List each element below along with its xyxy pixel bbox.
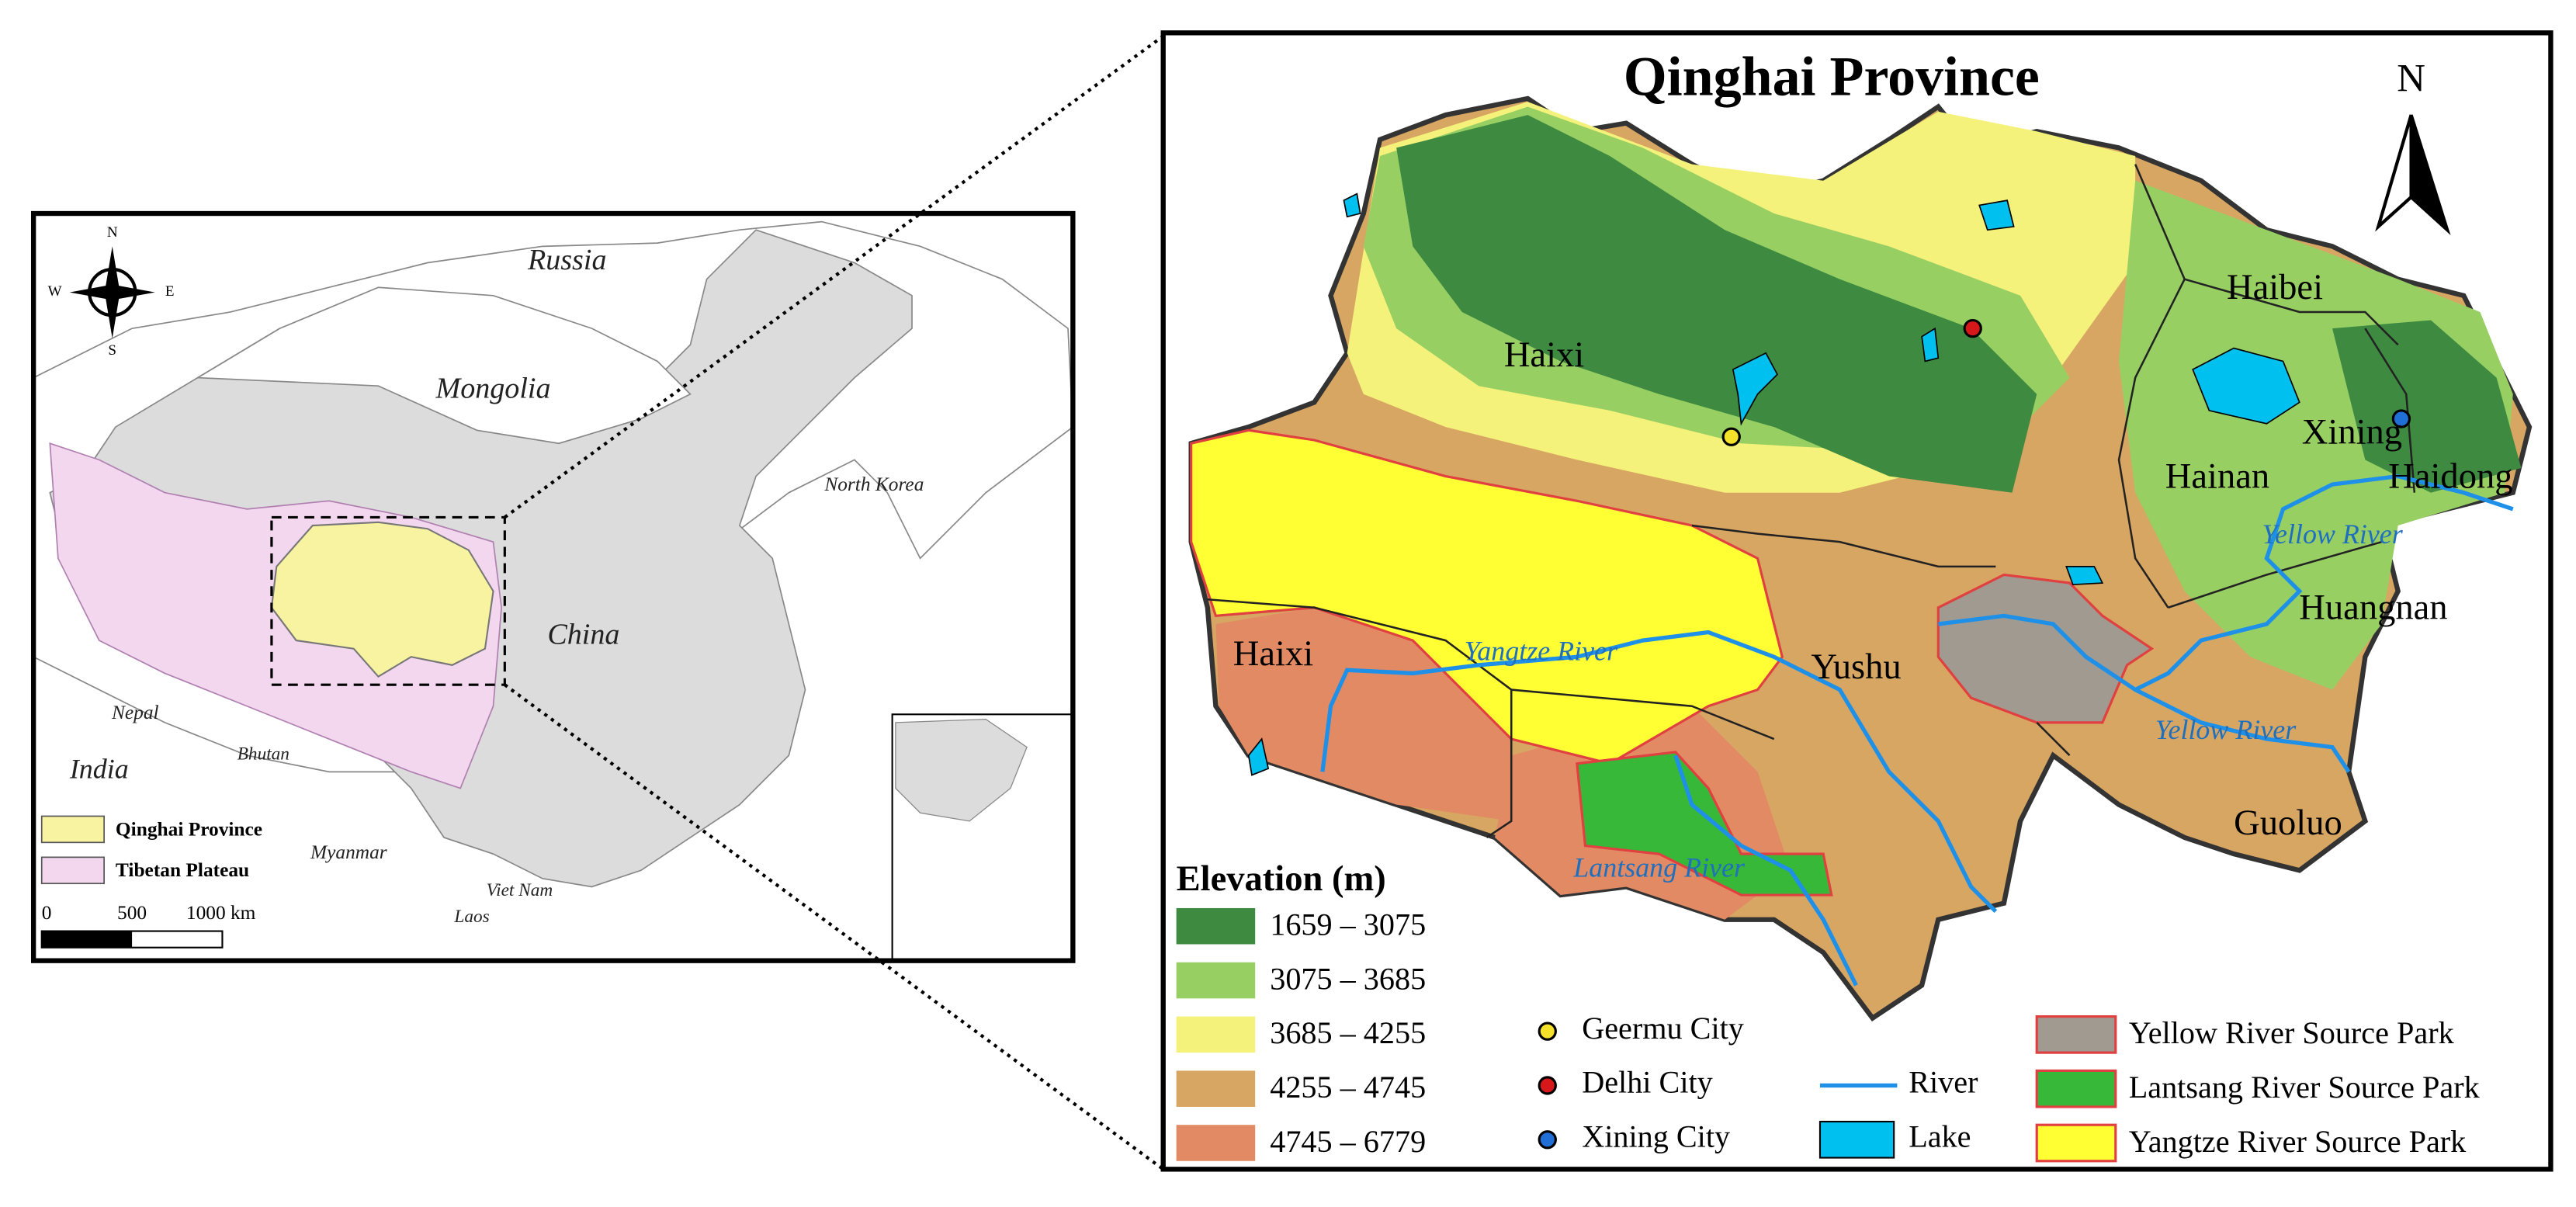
park-swatch	[2035, 1123, 2117, 1163]
scale-label: 0	[42, 902, 52, 924]
region-boundary	[2364, 328, 2416, 493]
country-label: Russia	[527, 244, 607, 276]
park-label: Yellow River Source Park	[2129, 1015, 2455, 1050]
point-legend-label: Xining City	[1582, 1119, 1730, 1153]
north-label: N	[2397, 56, 2425, 99]
country-label: Myanmar	[310, 841, 387, 863]
lake	[1247, 737, 1270, 776]
elevation-label: 3685 – 4255	[1270, 1015, 1426, 1050]
compass-label: E	[165, 283, 175, 300]
elevation-label: 3075 – 3685	[1270, 961, 1426, 996]
country-label: China	[547, 619, 619, 651]
legend-swatch	[40, 815, 105, 844]
region-boundary	[2117, 164, 2186, 609]
country-label: North Korea	[823, 473, 924, 495]
scale-bar-fill	[41, 931, 133, 948]
lake	[1732, 352, 1779, 426]
region-label: Guoluo	[2234, 803, 2342, 843]
scale-label: 500	[117, 902, 147, 924]
river	[1320, 630, 1998, 914]
region-label: Hainan	[2165, 456, 2269, 496]
elevation-swatch	[1176, 907, 1256, 945]
mongolia	[195, 286, 692, 445]
lake-legend-symbol	[1818, 1120, 1895, 1159]
qinghai-overview	[270, 521, 494, 678]
region-boundary	[1691, 524, 1996, 568]
region-boundary	[1511, 688, 1775, 741]
river-label: Yangtze River	[1465, 635, 1618, 666]
country-label: Laos	[453, 907, 489, 927]
inset-land	[895, 719, 1028, 822]
region-boundary	[2168, 540, 2382, 609]
scale-label: 1000 km	[186, 902, 256, 924]
elevation-label: 4255 – 4745	[1270, 1070, 1426, 1105]
region-label: Haidong	[2388, 456, 2512, 496]
map-title: Qinghai Province	[1624, 45, 2040, 107]
point-legend-label: Geermu City	[1582, 1011, 1744, 1046]
river-label: Lantsang River	[1572, 852, 1746, 883]
region-boundary	[2184, 278, 2399, 346]
east-dark	[2332, 320, 2522, 493]
elevation-legend-title: Elevation (m)	[1177, 859, 1386, 899]
river	[2134, 473, 2514, 692]
region-label: Haixi	[1233, 634, 1313, 674]
country-label: Bhutan	[237, 744, 289, 765]
compass-label: S	[108, 342, 116, 359]
city-point	[1963, 318, 1982, 338]
overview-frame	[30, 210, 1076, 963]
point-legend-symbol	[1538, 1130, 1557, 1150]
river-label: Yellow River	[2155, 714, 2297, 745]
east-green	[2119, 180, 2513, 690]
compass-arrows	[69, 246, 155, 338]
park-swatch	[2035, 1015, 2117, 1054]
river	[1673, 754, 1858, 987]
city-point	[2391, 409, 2411, 428]
elevation-swatch	[1176, 962, 1256, 999]
yangtze-park	[1190, 428, 1784, 765]
elevation-swatch	[1176, 1016, 1256, 1053]
park-label: Yangtze River Source Park	[2129, 1124, 2467, 1159]
region-boundary	[2036, 721, 2071, 757]
legend-label: Tibetan Plateau	[116, 859, 249, 881]
elevation-label: 4745 – 6779	[1270, 1124, 1426, 1159]
park-label: Lantsang River Source Park	[2129, 1070, 2481, 1105]
yellow-river-park	[1936, 573, 2155, 724]
elevation-label: 1659 – 3075	[1270, 907, 1426, 942]
compass-label: N	[107, 224, 118, 241]
region-label: Huangnan	[2299, 588, 2447, 628]
lake	[1978, 199, 2015, 231]
country-label: India	[69, 754, 129, 785]
elevation-swatch	[1176, 1125, 1256, 1161]
country-label: Viet Nam	[487, 880, 553, 900]
point-legend-label: Delhi City	[1582, 1065, 1713, 1100]
point-legend-symbol	[1538, 1076, 1557, 1095]
region-label: Xining	[2302, 412, 2402, 452]
feature-legend-label: River	[1909, 1065, 1978, 1100]
focus-box	[270, 515, 506, 686]
region-label: Haixi	[1504, 335, 1584, 375]
country-label: Mongolia	[435, 372, 550, 404]
river-label: Yellow River	[2262, 519, 2403, 550]
elevation-swatch	[1176, 1070, 1256, 1107]
region-label: Yushu	[1811, 647, 1901, 687]
park-swatch	[2035, 1069, 2117, 1108]
lake	[2065, 566, 2104, 586]
legend-swatch	[40, 856, 105, 885]
feature-legend-label: Lake	[1909, 1119, 1971, 1153]
compass-label: W	[48, 283, 62, 300]
north-arrow-right	[2409, 114, 2451, 236]
point-legend-symbol	[1538, 1021, 1557, 1041]
lake	[1343, 192, 1361, 218]
qaidam-basin	[1396, 115, 2037, 493]
country-label: Nepal	[111, 702, 159, 723]
lake	[2192, 347, 2300, 425]
city-point	[1721, 427, 1741, 446]
lake	[1921, 327, 1940, 362]
region-label: Haibei	[2227, 268, 2323, 307]
legend-label: Qinghai Province	[116, 818, 262, 840]
